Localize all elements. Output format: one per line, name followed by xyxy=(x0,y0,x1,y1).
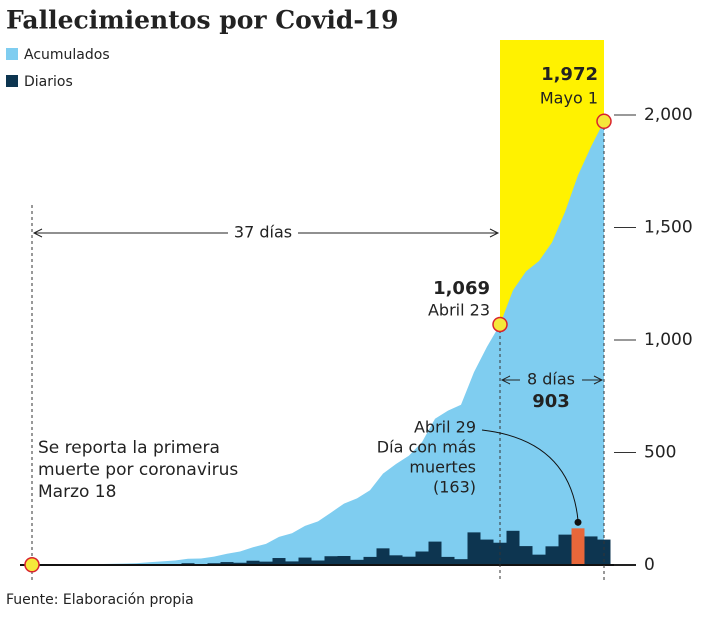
bar xyxy=(468,532,481,565)
bar xyxy=(364,557,377,565)
bar xyxy=(533,555,546,565)
point-marker xyxy=(597,114,611,128)
peak-note: Abril 29 xyxy=(414,418,476,437)
bar xyxy=(338,556,351,565)
peak-note: muertes xyxy=(409,458,476,477)
annotation-value: 1,069 xyxy=(433,278,490,299)
span-value: 903 xyxy=(532,391,570,412)
bar xyxy=(520,546,533,565)
source: Fuente: Elaboración propia xyxy=(6,592,194,608)
bar xyxy=(325,556,338,565)
legend-label: Acumulados xyxy=(24,47,110,63)
bar xyxy=(429,542,442,565)
span-label: 8 días xyxy=(527,370,575,389)
annotation-value: 1,972 xyxy=(541,64,598,85)
legend-label: Diarios xyxy=(24,74,73,90)
annotation-date: Abril 23 xyxy=(428,301,490,320)
peak-note: (163) xyxy=(433,478,476,497)
bar xyxy=(416,552,429,566)
chart-title: Fallecimientos por Covid-19 xyxy=(6,6,399,35)
bar xyxy=(585,536,598,565)
bar xyxy=(442,557,455,565)
first-note: Se reporta la primera xyxy=(38,438,220,458)
legend-swatch xyxy=(6,48,18,60)
y-tick-label: 500 xyxy=(644,443,676,463)
annotation-date: Mayo 1 xyxy=(540,89,598,108)
y-tick-label: 0 xyxy=(644,555,655,575)
bar xyxy=(403,557,416,565)
bar xyxy=(572,528,585,565)
point-marker xyxy=(25,558,39,572)
peak-note: Día con más xyxy=(377,438,476,457)
span-label: 37 días xyxy=(234,223,292,242)
peak-dot xyxy=(575,519,582,526)
bar xyxy=(481,540,494,565)
bar xyxy=(559,535,572,565)
legend-swatch xyxy=(6,75,18,87)
y-tick-label: 1,500 xyxy=(644,218,693,238)
first-note: Marzo 18 xyxy=(38,482,116,502)
bar xyxy=(507,531,520,565)
bar xyxy=(390,555,403,565)
y-tick-label: 1,000 xyxy=(644,330,693,350)
bar xyxy=(377,548,390,565)
y-tick-label: 2,000 xyxy=(644,105,693,125)
bar xyxy=(273,558,286,565)
point-marker xyxy=(493,317,507,331)
first-note: muerte por coronavirus xyxy=(38,460,238,480)
bar xyxy=(546,546,559,565)
bar xyxy=(299,558,312,565)
